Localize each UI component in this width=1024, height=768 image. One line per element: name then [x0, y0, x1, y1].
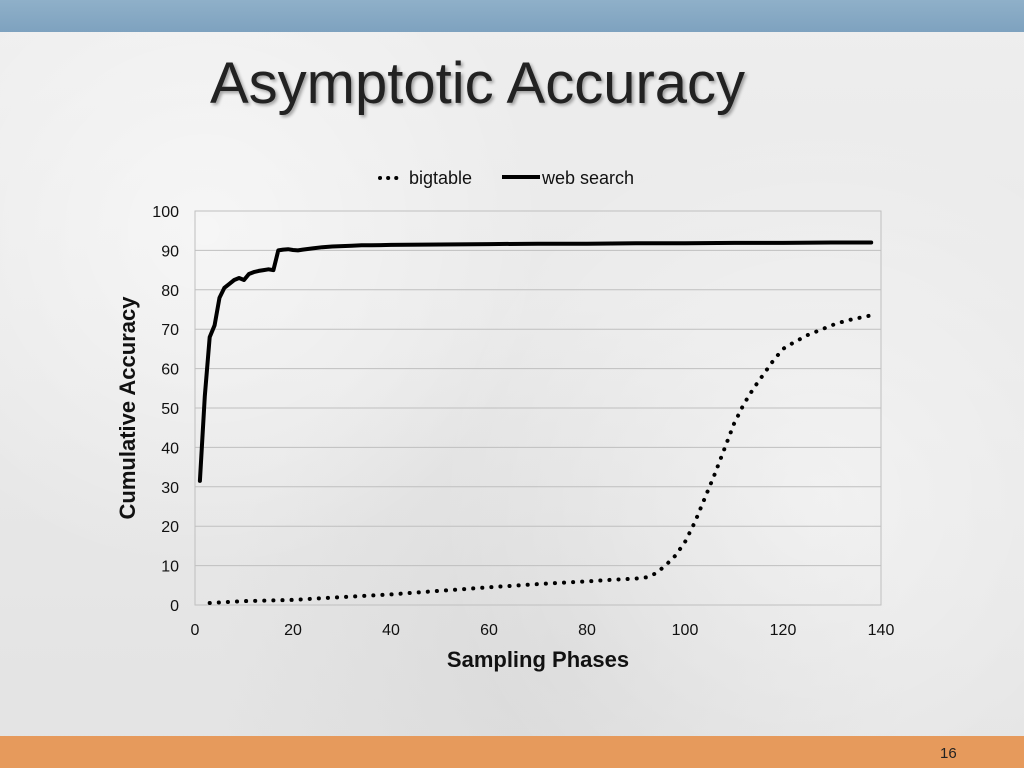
top-accent-bar [0, 0, 1024, 32]
x-tick-label: 0 [191, 622, 200, 639]
line-chart: 0 10 20 30 40 50 60 70 80 90 100 0 20 40 60 80 100 120 14… [115, 168, 895, 672]
page-number: 16 [940, 745, 957, 762]
x-tick-labels: 0 20 40 60 80 100 120 140 [191, 622, 895, 639]
legend-label-bigtable: bigtable [409, 168, 472, 188]
gridlines [194, 210, 882, 606]
bottom-accent-bar [0, 736, 1024, 768]
y-tick-label: 90 [161, 243, 179, 260]
y-tick-label: 20 [161, 519, 179, 536]
x-tick-label: 140 [868, 622, 895, 639]
y-tick-label: 80 [161, 283, 179, 300]
y-tick-label: 50 [161, 401, 179, 418]
legend-label-web-search: web search [541, 168, 634, 188]
y-tick-label: 10 [161, 559, 179, 576]
y-tick-label: 100 [152, 204, 179, 221]
slide-title: Asymptotic Accuracy [210, 51, 746, 116]
legend: bigtable web search [378, 168, 634, 188]
y-tick-label: 40 [161, 440, 179, 457]
series-lines [197, 240, 874, 605]
y-axis-title: Cumulative Accuracy [115, 296, 140, 520]
x-tick-label: 120 [770, 622, 797, 639]
x-tick-label: 100 [672, 622, 699, 639]
y-tick-label: 0 [170, 598, 179, 615]
x-tick-label: 20 [284, 622, 302, 639]
y-tick-label: 70 [161, 322, 179, 339]
x-tick-label: 40 [382, 622, 400, 639]
y-tick-labels: 0 10 20 30 40 50 60 70 80 90 100 [152, 204, 179, 615]
x-tick-label: 80 [578, 622, 596, 639]
series-line-bigtable [207, 313, 874, 605]
series-line-web-search [197, 240, 874, 483]
y-tick-label: 30 [161, 480, 179, 497]
y-tick-label: 60 [161, 362, 179, 379]
x-axis-title: Sampling Phases [447, 647, 629, 672]
x-tick-label: 60 [480, 622, 498, 639]
